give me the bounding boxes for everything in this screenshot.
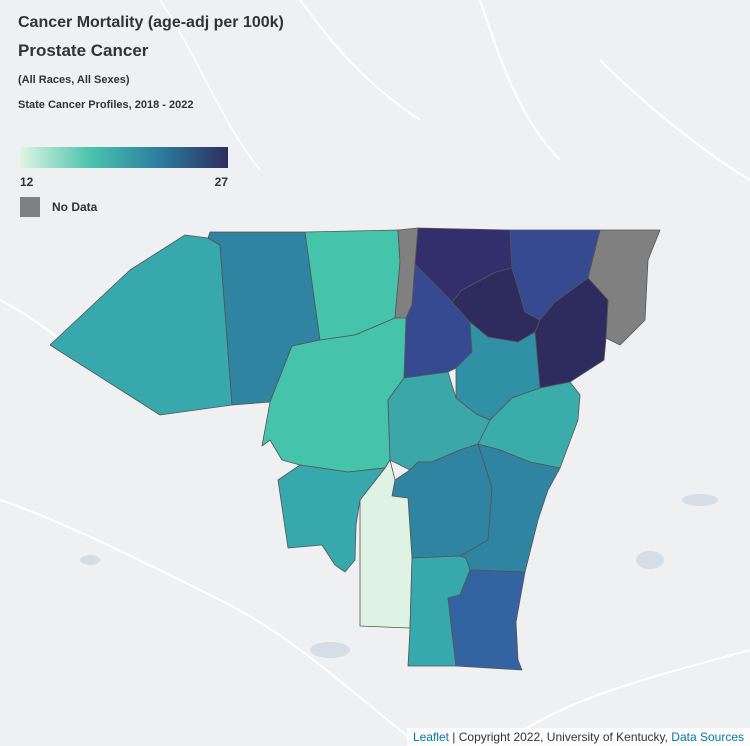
legend: 12 27 No Data (20, 147, 228, 217)
map-title: Cancer Mortality (age-adj per 100k) (18, 14, 284, 31)
subgroup-label: (All Races, All Sexes) (18, 74, 130, 86)
data-sources-link[interactable]: Data Sources (671, 730, 744, 744)
county-region-19[interactable] (447, 569, 526, 671)
map-title-block: Cancer Mortality (age-adj per 100k) Pros… (18, 14, 284, 111)
no-data-label: No Data (52, 200, 98, 214)
copyright-text: | Copyright 2022, University of Kentucky… (448, 730, 672, 744)
legend-no-data: No Data (20, 197, 228, 217)
legend-gradient-bar (20, 147, 228, 168)
source-label: State Cancer Profiles, 2018 - 2022 (18, 99, 194, 111)
county-layer (49, 227, 661, 671)
leaflet-link[interactable]: Leaflet (412, 730, 449, 744)
cancer-site-title: Prostate Cancer (18, 41, 149, 60)
legend-min-label: 12 (20, 175, 34, 189)
legend-max-label: 27 (214, 175, 228, 189)
no-data-swatch (20, 197, 40, 217)
county-region-17[interactable] (359, 459, 413, 629)
attribution: Leaflet | Copyright 2022, University of … (406, 728, 750, 746)
county-region-extra[interactable] (277, 464, 386, 573)
